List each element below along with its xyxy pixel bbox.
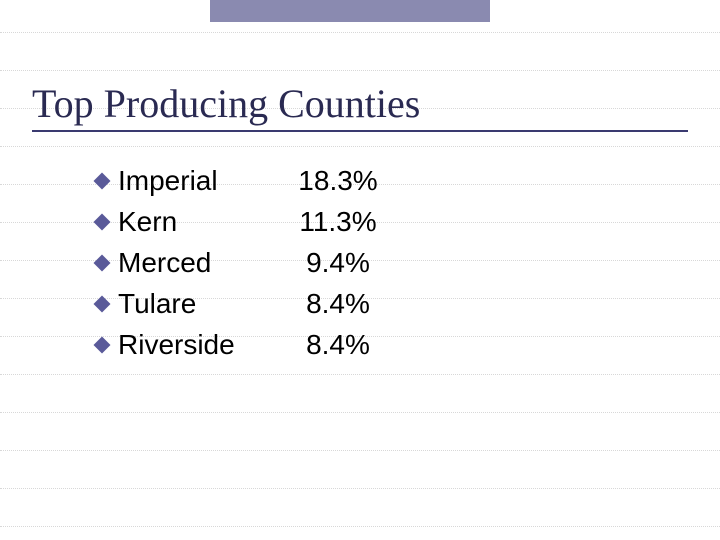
county-name: Kern	[118, 206, 288, 238]
county-name: Tulare	[118, 288, 288, 320]
list-item: Riverside8.4%	[96, 329, 596, 361]
top-decorative-band	[210, 0, 490, 22]
list-item: Merced9.4%	[96, 247, 596, 279]
county-value: 8.4%	[288, 288, 388, 320]
page-title: Top Producing Counties	[32, 80, 420, 127]
list-item: Imperial18.3%	[96, 165, 596, 197]
dotted-line	[0, 450, 720, 451]
dotted-line	[0, 374, 720, 375]
title-underline	[32, 130, 688, 132]
dotted-line	[0, 412, 720, 413]
county-list: Imperial18.3%Kern11.3%Merced9.4%Tulare8.…	[96, 165, 596, 370]
county-value: 9.4%	[288, 247, 388, 279]
dotted-line	[0, 32, 720, 33]
diamond-bullet-icon	[94, 296, 111, 313]
county-value: 8.4%	[288, 329, 388, 361]
county-value: 18.3%	[288, 165, 388, 197]
list-item: Kern11.3%	[96, 206, 596, 238]
diamond-bullet-icon	[94, 255, 111, 272]
county-name: Imperial	[118, 165, 288, 197]
diamond-bullet-icon	[94, 214, 111, 231]
county-name: Riverside	[118, 329, 288, 361]
diamond-bullet-icon	[94, 173, 111, 190]
dotted-line	[0, 488, 720, 489]
county-name: Merced	[118, 247, 288, 279]
dotted-line	[0, 146, 720, 147]
dotted-line	[0, 526, 720, 527]
county-value: 11.3%	[288, 206, 388, 238]
dotted-line	[0, 70, 720, 71]
list-item: Tulare8.4%	[96, 288, 596, 320]
diamond-bullet-icon	[94, 337, 111, 354]
